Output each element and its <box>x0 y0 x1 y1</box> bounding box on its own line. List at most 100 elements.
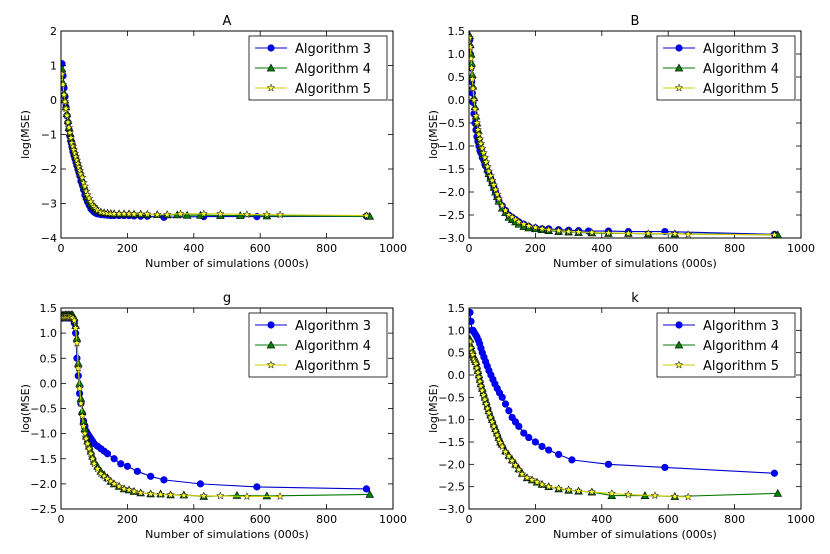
data-point <box>545 446 553 454</box>
y-tick-label: −0.5 <box>30 403 57 416</box>
data-point <box>504 451 514 460</box>
data-point <box>63 117 73 127</box>
data-point <box>89 459 99 468</box>
data-point <box>474 129 484 139</box>
plot-frame <box>60 30 394 239</box>
data-point <box>143 209 152 218</box>
legend-label: Algorithm 4 <box>703 62 779 77</box>
data-point <box>604 460 613 468</box>
data-point <box>538 442 546 451</box>
data-point <box>196 480 205 488</box>
y-tick-label: −2.0 <box>30 478 57 491</box>
x-tick-label: 400 <box>183 513 204 526</box>
x-tick-label: 800 <box>724 513 745 526</box>
data-point <box>624 490 633 499</box>
data-point <box>555 450 563 459</box>
x-tick-label: 200 <box>525 242 546 255</box>
x-tick-label: 600 <box>250 513 271 526</box>
x-axis-label: Number of simulations (000s) <box>553 257 717 270</box>
x-tick-label: 200 <box>525 513 546 526</box>
data-point <box>179 490 189 500</box>
data-point <box>471 359 481 368</box>
data-point <box>469 74 477 83</box>
data-point <box>564 485 573 494</box>
y-tick-label: −4 <box>41 232 57 245</box>
data-point <box>489 421 499 431</box>
legend-label: Algorithm 4 <box>295 339 371 354</box>
data-point <box>80 429 90 438</box>
legend-label: Algorithm 5 <box>703 82 779 97</box>
data-point <box>770 230 779 238</box>
legend-label: Algorithm 5 <box>295 82 371 97</box>
legend-marker <box>266 83 276 92</box>
data-point <box>124 209 134 218</box>
data-point <box>84 193 94 202</box>
y-axis-label: log(MSE) <box>19 110 32 159</box>
data-point <box>519 219 529 228</box>
legend-label: Algorithm 4 <box>703 339 779 354</box>
data-point <box>362 485 371 493</box>
data-point <box>491 426 500 435</box>
x-tick-label: 1000 <box>787 513 815 526</box>
data-point <box>182 210 192 219</box>
data-point <box>469 317 475 325</box>
subplot-b: B 0 200 400 600 800 1000 −3.0 −2.5 −2.0 −1.5 −1.0 −0… <box>427 14 815 270</box>
y-tick-label: −3.0 <box>438 503 465 516</box>
data-point <box>524 221 534 230</box>
data-point <box>114 481 124 491</box>
legend-marker <box>675 44 683 52</box>
x-tick-label: 200 <box>117 513 138 526</box>
data-point <box>514 217 524 226</box>
data-point <box>484 166 494 175</box>
y-tick-label: −1.0 <box>438 414 465 427</box>
data-point <box>61 79 68 89</box>
data-point <box>365 490 375 498</box>
legend-marker <box>267 44 275 52</box>
data-point <box>61 104 71 113</box>
chart-title: B <box>631 14 640 29</box>
y-tick-label: 0.0 <box>448 94 466 107</box>
data-point <box>216 491 225 500</box>
data-point <box>199 491 209 500</box>
data-point <box>72 338 82 347</box>
x-tick-label: 600 <box>658 513 679 526</box>
legend: Algorithm 3 Algorithm 4 Algorithm 5 <box>248 35 388 101</box>
data-point <box>469 95 479 104</box>
data-point <box>76 398 86 408</box>
data-point <box>643 228 653 238</box>
data-point <box>491 185 500 194</box>
y-tick-label: −1 <box>41 129 57 142</box>
data-point <box>469 343 476 352</box>
plot-frame <box>468 30 802 239</box>
data-point <box>517 469 527 478</box>
data-point <box>470 104 480 113</box>
data-point <box>162 210 172 219</box>
data-point <box>65 128 75 137</box>
legend-marker <box>674 360 684 369</box>
data-point <box>83 190 92 199</box>
legend-label: Algorithm 5 <box>703 359 779 374</box>
chart-title: A <box>223 14 232 29</box>
data-point <box>262 491 272 500</box>
data-point <box>64 123 74 132</box>
legend-marker <box>267 321 275 329</box>
x-tick-label: 1000 <box>787 242 815 255</box>
chart-title: g <box>223 291 231 306</box>
data-point <box>773 488 783 497</box>
data-point <box>487 417 497 426</box>
x-tick-label: 400 <box>183 242 204 255</box>
legend-marker <box>266 63 276 72</box>
data-point <box>242 210 252 219</box>
data-point <box>494 435 504 444</box>
data-point <box>84 444 94 453</box>
data-point <box>88 454 97 463</box>
data-point <box>136 488 145 497</box>
data-point <box>537 479 547 489</box>
legend-label: Algorithm 3 <box>295 42 371 57</box>
data-point <box>61 97 70 106</box>
data-point <box>650 491 660 500</box>
legend-marker <box>674 63 684 72</box>
data-point <box>472 363 482 372</box>
y-tick-label: −1.5 <box>438 163 465 176</box>
plot-area <box>469 308 783 501</box>
